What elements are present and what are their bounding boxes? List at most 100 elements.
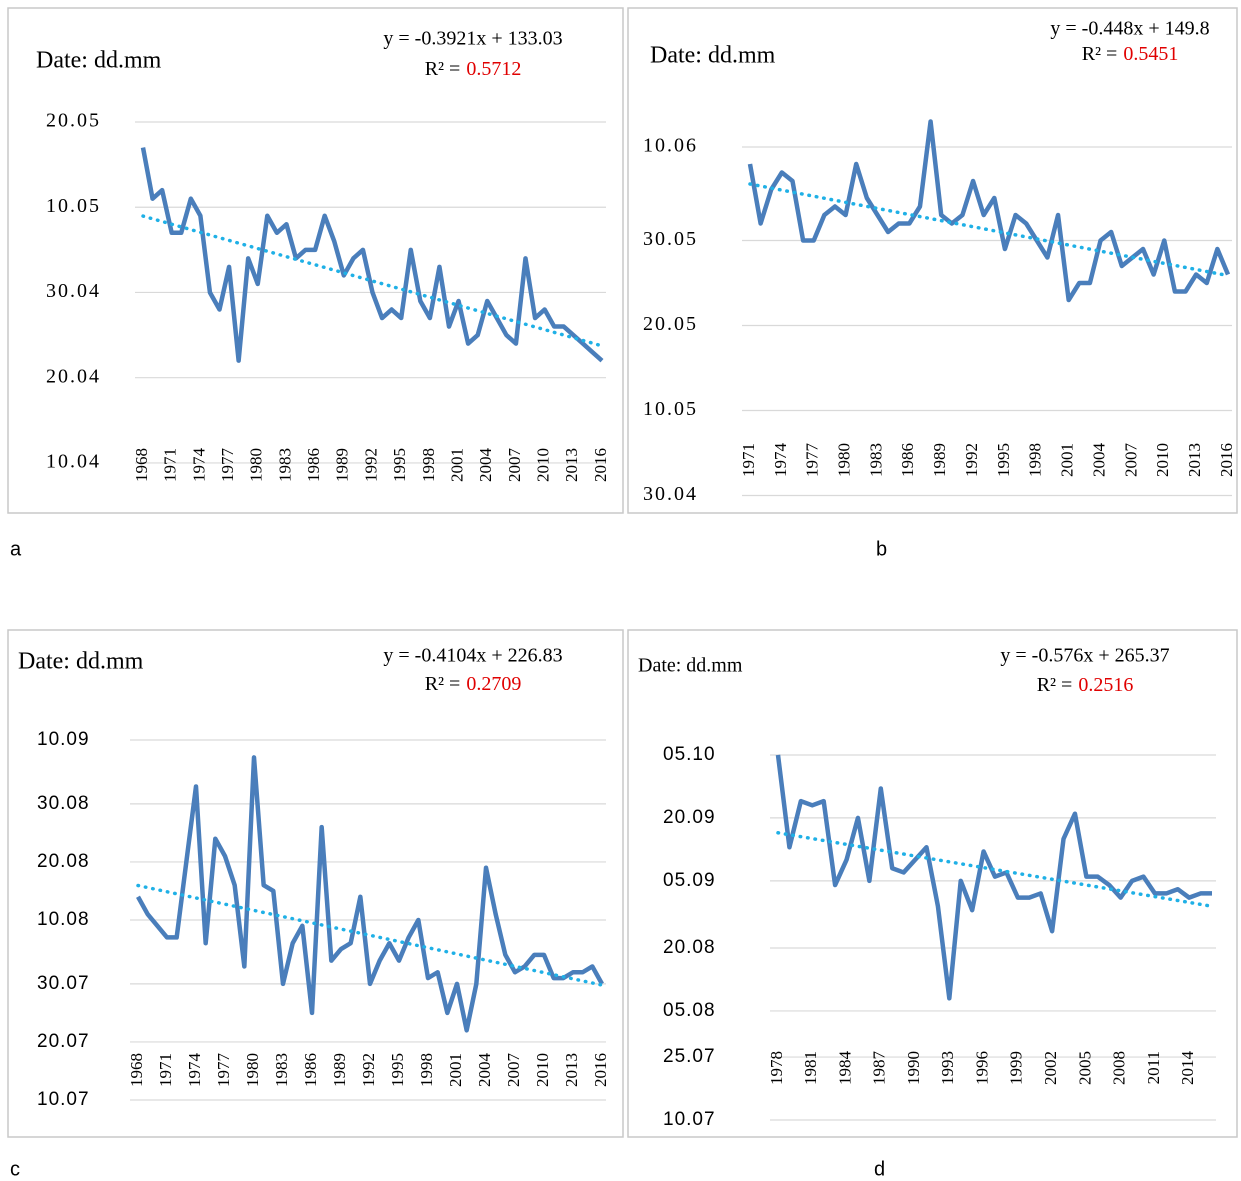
x-tick-label: 1978: [767, 1051, 786, 1085]
chart-title: Date: dd.mm: [36, 48, 162, 74]
y-tick-label: 10.04: [46, 451, 101, 473]
r-squared-value: 0.5451: [1123, 43, 1178, 65]
x-tick-label: 1998: [1026, 443, 1045, 477]
y-tick-label: 05.09: [663, 870, 716, 891]
y-tick-label: 10.07: [663, 1109, 716, 1130]
y-tick-label: 30.05: [643, 228, 698, 250]
x-tick-label: 2014: [1178, 1051, 1197, 1086]
x-tick-label: 1984: [835, 1051, 854, 1086]
y-tick-label: 10.05: [46, 195, 101, 217]
y-tick-label: 30.04: [643, 483, 698, 505]
x-tick-label: 2001: [447, 448, 466, 482]
y-tick-label: 10.07: [37, 1089, 90, 1110]
y-tick-label: 30.08: [37, 793, 90, 814]
x-tick-label: 2004: [475, 1053, 494, 1088]
panel: c 10.09 30.08 20.08 10.08 30.07 20.07 10.07 1968…: [7, 629, 624, 1180]
x-tick-label: 2005: [1075, 1051, 1094, 1085]
r-squared-value: 0.5712: [466, 58, 521, 80]
series-line: [140, 147, 604, 363]
x-tick-label: 1974: [189, 448, 208, 483]
x-tick-label: 2010: [1153, 443, 1172, 477]
x-tick-label: 1989: [930, 443, 949, 477]
x-tick-label: 1992: [361, 448, 380, 482]
r-squared-label: R² =: [1082, 43, 1118, 65]
x-tick-label: 2007: [505, 448, 524, 483]
y-tick-label: 30.07: [37, 973, 90, 994]
panel-label: c: [10, 1158, 20, 1180]
x-tick-label: 2010: [534, 448, 553, 482]
r-squared: R² = 0.5712: [425, 58, 522, 80]
x-tick-label: 2016: [591, 448, 610, 482]
x-tick-label: 1983: [866, 443, 885, 477]
y-tick-label: 10.09: [37, 729, 90, 750]
chart-title: Date: dd.mm: [18, 649, 144, 675]
x-tick-label: 1977: [218, 448, 237, 483]
x-tick-label: 1986: [898, 443, 917, 477]
x-tick-label: 2013: [1185, 443, 1204, 477]
y-tick-label: 20.08: [37, 851, 90, 872]
x-tick-label: 1968: [132, 448, 151, 482]
x-tick-label: 1974: [185, 1053, 204, 1088]
series-line: [136, 755, 604, 1033]
y-tick-label: 20.05: [643, 313, 698, 335]
y-tick-label: 20.08: [663, 937, 716, 958]
x-tick-label: 2004: [1089, 443, 1108, 478]
x-tick-label: 2001: [446, 1053, 465, 1087]
x-tick-label: 2007: [1121, 443, 1140, 478]
x-tick-label: 2011: [1144, 1051, 1163, 1084]
panel-border: [627, 7, 1238, 514]
x-tick-label: 2016: [591, 1053, 610, 1087]
trend-equation: y = -0.448x + 149.8: [1050, 18, 1209, 40]
x-tick-label: 1999: [1007, 1051, 1026, 1085]
x-tick-label: 1986: [304, 448, 323, 482]
x-tick-label: 1977: [803, 443, 822, 478]
y-tick-label: 20.07: [37, 1031, 90, 1052]
x-tick-label: 1998: [417, 1053, 436, 1087]
x-tick-label: 1989: [333, 448, 352, 482]
x-tick-label: 1983: [275, 448, 294, 482]
x-tick-label: 2010: [533, 1053, 552, 1087]
y-tick-label: 10.05: [643, 398, 698, 420]
panel-label: d: [874, 1158, 885, 1180]
x-tick-label: 1993: [938, 1051, 957, 1085]
x-tick-label: 1980: [243, 1053, 262, 1087]
panel: b 10.06 30.05 20.05 10.05 30.04 1971 1974 1977 19…: [627, 7, 1238, 560]
y-tick-label: 10.08: [37, 909, 90, 930]
x-tick-label: 1992: [962, 443, 981, 477]
x-tick-label: 1989: [330, 1053, 349, 1087]
x-tick-label: 2008: [1110, 1051, 1129, 1085]
x-tick-label: 1977: [214, 1053, 233, 1088]
x-tick-label: 1998: [419, 448, 438, 482]
r-squared-label: R² =: [1037, 674, 1073, 696]
x-tick-label: 2013: [562, 1053, 581, 1087]
trend-equation: y = -0.576x + 265.37: [1000, 645, 1169, 667]
panel-label: a: [10, 538, 22, 560]
series-line: [775, 754, 1212, 1001]
y-tick-label: 20.04: [46, 365, 101, 387]
x-tick-label: 2007: [504, 1053, 523, 1088]
x-tick-label: 1995: [994, 443, 1013, 477]
x-tick-label: 2016: [1217, 443, 1236, 477]
y-tick-label: 05.10: [663, 744, 716, 765]
x-tick-label: 1980: [247, 448, 266, 482]
panel-border: [627, 629, 1238, 1138]
y-tick-label: 10.06: [643, 135, 698, 157]
panel: d 05.10 20.09 05.09 20.08 05.08 25.07 10.07 1978…: [627, 629, 1238, 1180]
r-squared-label: R² =: [425, 673, 461, 695]
y-tick-label: 20.05: [46, 110, 101, 132]
x-tick-label: 1981: [801, 1051, 820, 1085]
trendline: [141, 214, 604, 348]
y-tick-label: 05.08: [663, 1000, 716, 1021]
y-tick-label: 20.09: [663, 807, 716, 828]
trend-equation: y = -0.4104x + 226.83: [383, 645, 562, 667]
x-tick-label: 1995: [390, 448, 409, 482]
x-tick-label: 1971: [161, 448, 180, 482]
trendline: [748, 182, 1230, 278]
r-squared-value: 0.2516: [1078, 674, 1133, 696]
x-tick-label: 1986: [301, 1053, 320, 1087]
panel-border: [7, 7, 624, 514]
x-tick-label: 1995: [388, 1053, 407, 1087]
x-tick-label: 1968: [127, 1053, 146, 1087]
